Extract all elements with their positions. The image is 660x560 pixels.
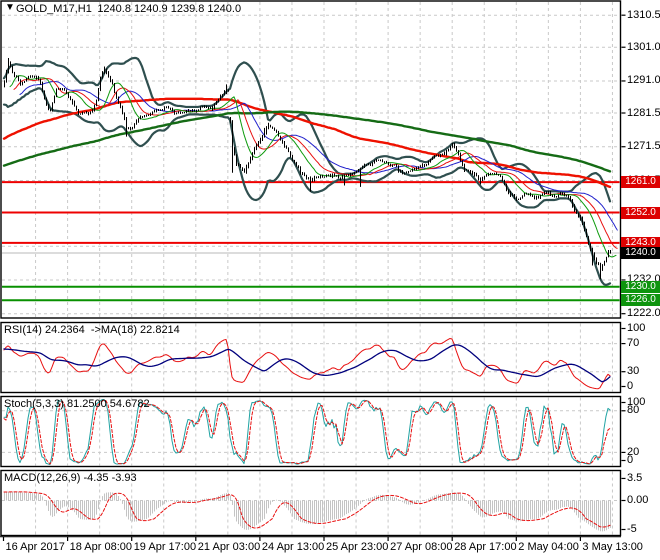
horizontal-level-lines [2, 181, 620, 302]
stochastic-indicator-label: Stoch(5,3,3) 81.2500 54.6782 [4, 398, 150, 410]
time-scale-label: 25 Apr 23:00 [326, 541, 389, 553]
stoch-scale-label: 80 [627, 404, 640, 417]
stoch-scale-label: 20 [627, 445, 640, 458]
macd-indicator-label: MACD(12,26,9) -4.35 -3.93 [4, 472, 137, 484]
macd-scale-label: -5 [627, 523, 637, 535]
stoch-scale-label: 100 [627, 396, 646, 408]
rsi-scale-label: 0 [627, 380, 634, 392]
chart-title-symbol-ohlc: GOLD_M17,H1 1240.8 1240.9 1239.8 1240.0 [16, 3, 241, 15]
current-price-badge: 1240.0 [621, 246, 660, 259]
series-rsi [3, 337, 611, 390]
series-alligator-lips-green [9, 75, 617, 258]
rsi-scale-label: 30 [627, 365, 640, 378]
time-scale-label: 19 Apr 17:00 [133, 541, 197, 553]
series-stoch-k [3, 399, 611, 466]
rsi-scale-label: 100 [627, 322, 646, 334]
price-hl-bars [4, 58, 611, 280]
rsi-scale-label: 70 [627, 337, 640, 350]
time-scale-label: 3 May 13:00 [582, 541, 643, 553]
chart-collapse-icon[interactable]: ▼ [5, 2, 15, 13]
ohlc-readout: 1240.8 1240.9 1239.8 1240.0 [97, 3, 242, 15]
level-price-badge: 1252.0 [621, 206, 660, 219]
series-alligator-jaw-blue [19, 81, 618, 232]
series-macd-signal [3, 491, 611, 529]
series-stoch-d [3, 399, 611, 465]
price-scale-label: 1222.0 [627, 307, 660, 320]
price-scale-label: 1281.5 [627, 106, 660, 119]
series-alligator-teeth-red [13, 78, 618, 249]
price-scale-label: 1301.0 [627, 40, 660, 53]
grid-lines [2, 2, 620, 535]
price-scale-label: 1291.0 [627, 74, 660, 87]
price-scale-label: 1271.5 [627, 140, 660, 153]
level-price-badge: 1243.0 [621, 236, 660, 249]
price-scale-label: 1232.0 [627, 273, 660, 286]
time-scale-label: 24 Apr 13:00 [261, 541, 325, 553]
time-scale-label: 27 Apr 08:00 [390, 541, 453, 553]
time-scale-label: 2 May 04:00 [518, 541, 579, 553]
macd-scale-label: 0.00 [627, 494, 649, 506]
series-ma40-red [2, 97, 612, 189]
stoch-scale-label: 0 [627, 454, 634, 466]
axis-ticks [2, 14, 626, 541]
macd-scale-label: 3.5 [627, 471, 643, 484]
level-price-badge: 1261.0 [621, 176, 660, 189]
time-scale-label: 16 Apr 2017 [5, 541, 65, 553]
price-bars [4, 58, 611, 280]
series-ma100-green [2, 110, 612, 173]
time-scale-label: 28 Apr 17:00 [454, 541, 517, 553]
level-price-badge: 1226.0 [621, 294, 660, 307]
time-scale-label: 21 Apr 03:00 [197, 541, 261, 553]
rsi-indicator-label: RSI(14) 24.2364 ->MA(18) 22.8214 [4, 324, 180, 336]
indicator-series [2, 56, 618, 532]
price-scale-label: 1310.5 [627, 8, 660, 21]
symbol-period: GOLD_M17,H1 [16, 3, 92, 15]
series-macd-histogram [4, 491, 611, 532]
panel-borders [0, 0, 622, 538]
level-price-badge: 1230.0 [621, 280, 660, 293]
series-rsi-ma [3, 344, 611, 383]
time-scale-label: 18 Apr 08:00 [69, 541, 132, 553]
